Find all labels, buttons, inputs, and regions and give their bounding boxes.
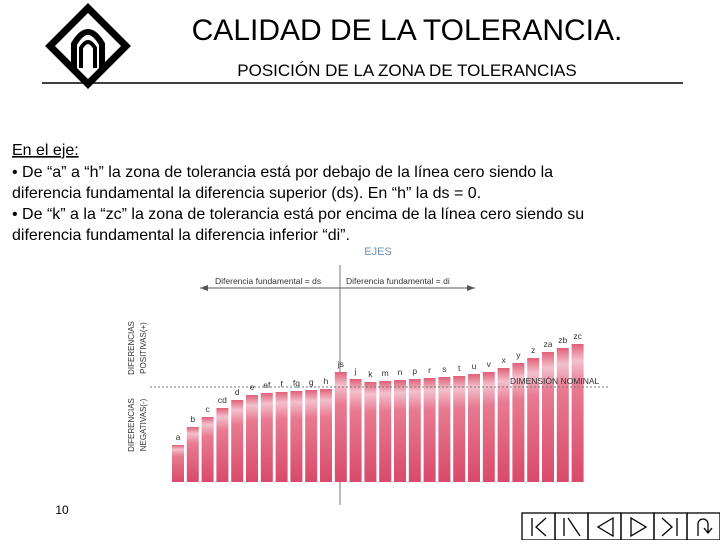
body-line: • De “a” a “h” la zona de tolerancia est… [12,164,553,181]
tolerance-bar [394,380,406,482]
bar-letter: e [250,382,255,392]
nav-first[interactable] [521,512,556,541]
tolerance-bar [260,393,273,482]
tolerance-bar [497,368,510,482]
axes-label: EJES [364,246,392,258]
tolerance-bar [201,417,214,482]
bar-letter: f [280,379,283,389]
tolerance-bar [364,382,377,482]
tolerance-bar [453,376,466,482]
page-number: 10 [55,503,69,517]
bar-letter: za [544,339,553,349]
tolerance-bar [349,379,362,482]
arrow-label: Diferencia fundamental = ds [215,276,321,286]
tolerance-bar [512,363,525,482]
bar-letter: js [337,359,344,369]
body-heading: En el eje: [12,142,79,159]
bar-letter: s [442,364,446,374]
tolerance-bar [408,379,421,482]
body-line: diferencia fundamental la diferencia sup… [12,185,481,202]
bar-letter: h [324,376,329,386]
arrow-label: Diferencia fundamental = di [346,276,450,286]
bar-letter: p [412,366,417,376]
bar-letter: v [487,359,492,369]
bar-letter: a [176,432,181,442]
bar-letter: u [472,361,477,371]
bar-letter: zc [573,331,582,341]
nav-return[interactable] [686,512,720,541]
bar-letter: ef [263,380,271,390]
nav-back[interactable] [554,512,589,541]
tolerance-bar [216,408,229,482]
tolerance-bar [423,378,436,482]
nav-last[interactable] [653,512,688,541]
tolerance-bar [571,344,584,482]
nav-prev[interactable] [587,512,622,541]
tolerance-bar [527,358,540,482]
side-label: NEGATIVAS(-) [139,398,148,451]
tolerance-bar [305,390,318,482]
bar-letter: b [190,414,195,424]
bar-letter: z [531,345,535,355]
tolerance-bar [468,374,480,482]
bar-letter: t [458,363,461,373]
bar-letter: cd [218,395,227,405]
tolerance-bar [438,377,451,482]
bar-letter: d [235,387,240,397]
tolerance-bar [320,389,332,482]
tolerance-bar [542,352,554,482]
tolerance-bar [379,381,392,482]
bar-letter: r [428,365,431,375]
bar-letter: fg [293,378,300,388]
tolerance-bar [172,445,184,482]
bar-letter: k [368,369,373,379]
tolerance-bar [482,372,495,482]
tolerance-bar [275,392,288,482]
tolerance-bar [556,348,569,482]
bar-letter: n [398,367,403,377]
nav-next[interactable] [620,512,655,541]
subtitle: POSICIÓN DE LA ZONA DE TOLERANCIAS [237,61,576,80]
tolerance-bar [334,372,347,482]
title: CALIDAD DE LA TOLERANCIA. [192,14,623,47]
body-line: • De “k” a la “zc” la zona de tolerancia… [12,206,584,223]
tolerance-bar [290,391,303,482]
bar-letter: j [354,366,357,376]
tolerance-bar [186,427,199,482]
nominal-label: DIMENSIÓN NOMINAL [510,376,600,386]
tolerance-bar [246,395,258,482]
bar-letter: m [382,368,389,378]
side-label: POSITIVAS(+) [139,322,148,374]
tolerance-bar [231,400,244,482]
bar-letter: g [309,377,314,387]
bar-letter: c [205,404,210,414]
bar-letter: zb [558,335,567,345]
side-label: DIFERENCIAS [127,398,136,452]
bar-letter: y [516,350,521,360]
side-label: DIFERENCIAS [127,321,136,375]
body-line: diferencia fundamental la diferencia inf… [12,227,350,244]
logo [45,3,131,89]
bar-letter: x [501,355,506,365]
